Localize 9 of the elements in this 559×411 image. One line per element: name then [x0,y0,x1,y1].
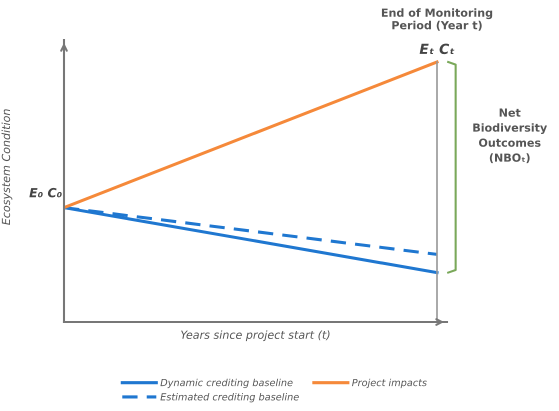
x-axis-title: Years since project start (t) [181,330,330,342]
legend-label: Project impacts [352,378,427,388]
legend-label: Dynamic crediting baseline [160,378,293,388]
text: Eₜ Cₜ [420,44,454,54]
y-axis-title: Ecosystem Condition [2,109,12,225]
legend-label: Estimated crediting baseline [160,392,299,402]
text: End of Monitoring Period (Year t) [382,8,492,31]
annotation: Net Biodiversity Outcomes (NBOₜ) [473,108,547,164]
annotation: E₀ C₀ [29,188,62,198]
